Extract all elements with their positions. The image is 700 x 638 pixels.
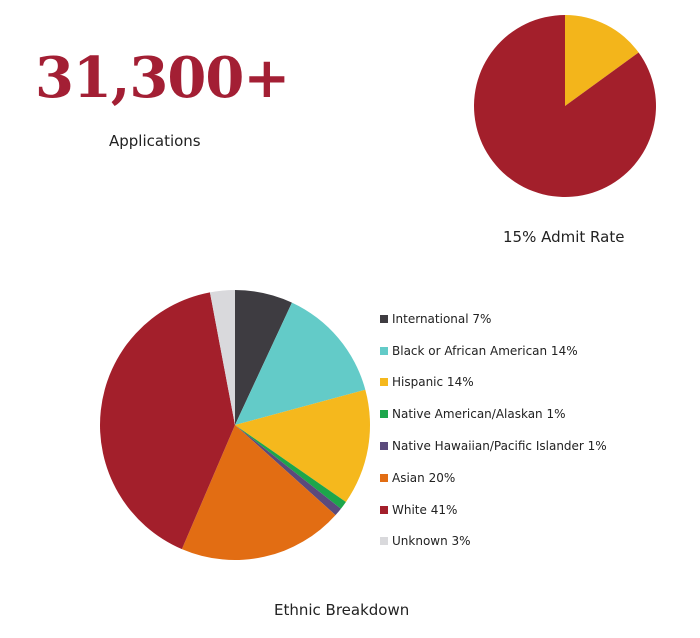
- legend-swatch: [380, 314, 388, 323]
- legend-swatch: [380, 473, 388, 482]
- ethnic-slice-native-hawaiian-pacific-islander-1: [235, 425, 341, 516]
- legend-swatch: [380, 505, 388, 514]
- legend-item-native-hawaiian-pacific-islander-1: Native Hawaiian/Pacific Islander 1%: [380, 430, 607, 462]
- legend-label: International 7%: [392, 311, 492, 326]
- admit-slice-not-admitted: [474, 15, 657, 197]
- legend-label: Native Hawaiian/Pacific Islander 1%: [392, 439, 607, 454]
- ethnic-slice-white-41: [99, 292, 235, 550]
- legend-label: Hispanic 14%: [392, 375, 474, 390]
- legend-item-hispanic-14: Hispanic 14%: [380, 367, 607, 399]
- ethnic-slice-unknown-3: [209, 290, 235, 425]
- legend-item-unknown-3: Unknown 3%: [380, 526, 607, 558]
- legend-item-international-7: International 7%: [380, 303, 607, 335]
- ethnic-legend: International 7% Black or African America…: [380, 303, 607, 557]
- legend-label: Black or African American 14%: [392, 343, 578, 358]
- legend-swatch: [380, 410, 388, 419]
- legend-swatch: [380, 378, 388, 387]
- legend-label: Asian 20%: [392, 470, 456, 485]
- legend-label: White 41%: [392, 502, 458, 517]
- legend-label: Native American/Alaskan 1%: [392, 407, 566, 422]
- legend-item-black-or-african-american-14: Black or African American 14%: [380, 335, 607, 367]
- legend-swatch: [380, 442, 388, 451]
- ethnic-slice-hispanic-14: [235, 389, 371, 502]
- legend-swatch: [380, 346, 388, 355]
- legend-swatch: [380, 537, 388, 546]
- ethnic-slice-asian-20: [181, 425, 336, 560]
- admit-rate-title: 15% Admit Rate: [503, 228, 625, 246]
- legend-item-asian-20: Asian 20%: [380, 462, 607, 494]
- ethnic-breakdown-title: Ethnic Breakdown: [274, 601, 410, 619]
- legend-item-white-41: White 41%: [380, 494, 607, 526]
- ethnic-slice-native-american-alaskan-1: [235, 425, 346, 509]
- applications-label: Applications: [109, 132, 201, 150]
- legend-label: Unknown 3%: [392, 534, 471, 549]
- legend-item-native-american-alaskan-1: Native American/Alaskan 1%: [380, 398, 607, 430]
- applications-count: 31,300+: [35, 45, 290, 111]
- ethnic-slice-black-or-african-american-14: [235, 302, 366, 425]
- admit-slice-admitted: [565, 15, 639, 106]
- ethnic-slice-international-7: [235, 290, 292, 425]
